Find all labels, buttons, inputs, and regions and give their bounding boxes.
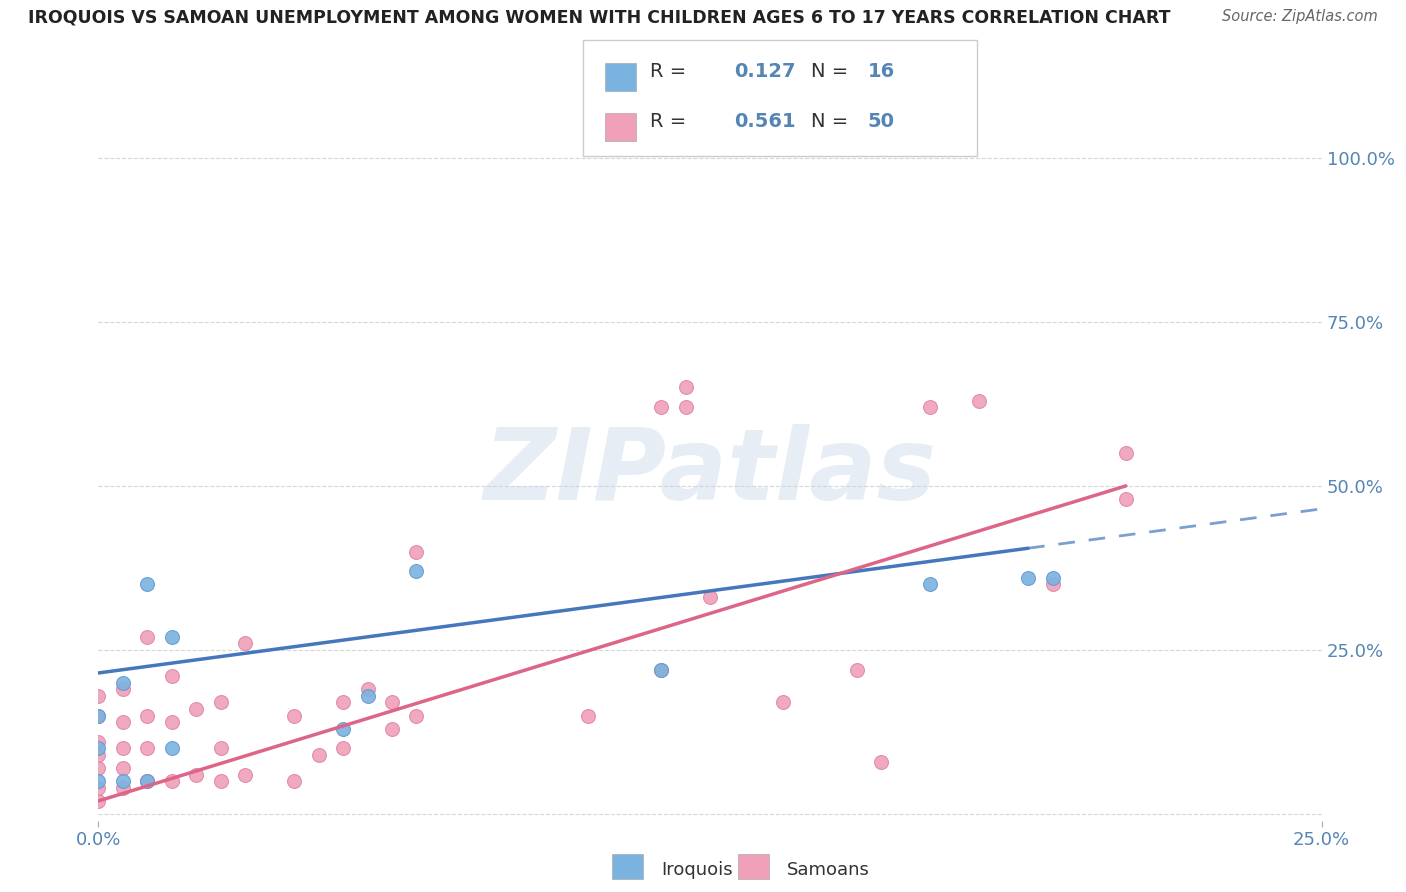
- Point: [136, 708, 159, 723]
- Point: [87, 747, 110, 762]
- Point: [160, 774, 183, 789]
- Point: [332, 741, 354, 756]
- Point: [209, 774, 232, 789]
- Point: [111, 675, 134, 690]
- Point: [675, 380, 697, 394]
- Text: Samoans: Samoans: [787, 861, 870, 879]
- Point: [160, 630, 183, 644]
- Point: [576, 708, 599, 723]
- Text: R =: R =: [650, 112, 692, 131]
- Point: [381, 696, 404, 710]
- Point: [283, 774, 305, 789]
- Text: 16: 16: [868, 62, 894, 81]
- Text: N =: N =: [811, 112, 855, 131]
- Point: [699, 591, 721, 605]
- Point: [136, 774, 159, 789]
- Point: [87, 741, 110, 756]
- Point: [675, 400, 697, 414]
- Text: Iroquois: Iroquois: [661, 861, 733, 879]
- Point: [233, 636, 256, 650]
- Point: [111, 774, 134, 789]
- Text: 0.127: 0.127: [734, 62, 796, 81]
- Point: [650, 663, 672, 677]
- Point: [283, 708, 305, 723]
- Point: [87, 774, 110, 789]
- Point: [405, 708, 427, 723]
- Point: [356, 689, 378, 703]
- Point: [111, 682, 134, 697]
- Point: [87, 794, 110, 808]
- Point: [845, 663, 868, 677]
- Point: [920, 400, 942, 414]
- Point: [87, 689, 110, 703]
- Point: [1042, 571, 1064, 585]
- Point: [136, 774, 159, 789]
- Point: [356, 682, 378, 697]
- Point: [870, 755, 893, 769]
- Point: [209, 696, 232, 710]
- Point: [160, 741, 183, 756]
- Point: [405, 564, 427, 578]
- Point: [1017, 571, 1039, 585]
- Point: [1115, 446, 1137, 460]
- Point: [920, 577, 942, 591]
- Point: [186, 767, 208, 781]
- Point: [111, 715, 134, 730]
- Point: [136, 741, 159, 756]
- Point: [967, 393, 990, 408]
- Point: [381, 722, 404, 736]
- Point: [332, 696, 354, 710]
- Point: [136, 577, 159, 591]
- Point: [650, 400, 672, 414]
- Text: ZIPatlas: ZIPatlas: [484, 425, 936, 521]
- Point: [111, 761, 134, 775]
- Point: [87, 780, 110, 795]
- Point: [650, 663, 672, 677]
- Point: [136, 630, 159, 644]
- Point: [1042, 577, 1064, 591]
- Point: [87, 735, 110, 749]
- Point: [160, 669, 183, 683]
- Point: [111, 741, 134, 756]
- Point: [186, 702, 208, 716]
- Point: [87, 761, 110, 775]
- Text: R =: R =: [650, 62, 692, 81]
- Text: Source: ZipAtlas.com: Source: ZipAtlas.com: [1222, 9, 1378, 24]
- Point: [332, 722, 354, 736]
- Point: [209, 741, 232, 756]
- Text: N =: N =: [811, 62, 855, 81]
- Point: [233, 767, 256, 781]
- Point: [87, 708, 110, 723]
- Point: [87, 708, 110, 723]
- Point: [1115, 491, 1137, 506]
- Text: 50: 50: [868, 112, 894, 131]
- Point: [308, 747, 330, 762]
- Point: [160, 715, 183, 730]
- Point: [405, 544, 427, 558]
- Point: [111, 780, 134, 795]
- Text: IROQUOIS VS SAMOAN UNEMPLOYMENT AMONG WOMEN WITH CHILDREN AGES 6 TO 17 YEARS COR: IROQUOIS VS SAMOAN UNEMPLOYMENT AMONG WO…: [28, 9, 1171, 27]
- Point: [772, 696, 794, 710]
- Text: 0.561: 0.561: [734, 112, 796, 131]
